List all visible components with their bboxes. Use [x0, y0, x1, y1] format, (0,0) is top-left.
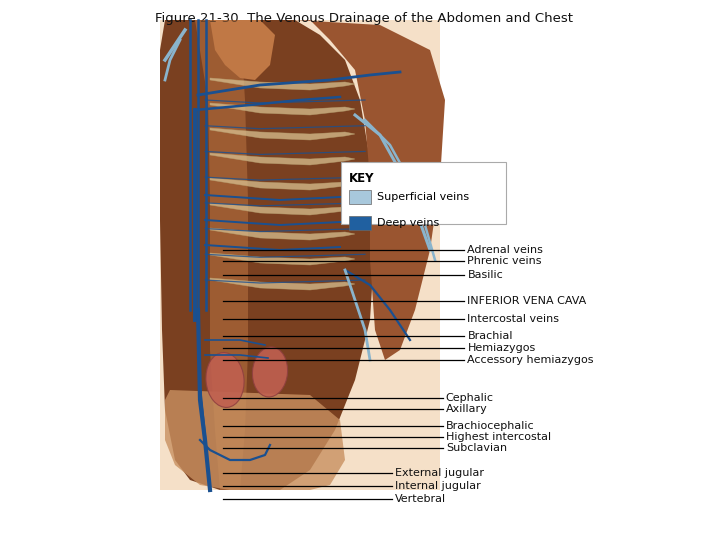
Text: Superficial veins: Superficial veins [377, 192, 469, 202]
Polygon shape [195, 20, 248, 490]
Ellipse shape [253, 347, 287, 397]
Polygon shape [210, 103, 355, 115]
Polygon shape [210, 78, 355, 90]
Polygon shape [210, 203, 355, 215]
Text: Brachial: Brachial [467, 332, 513, 341]
Text: Vertebral: Vertebral [395, 494, 446, 504]
Text: Axillary: Axillary [446, 404, 487, 414]
Polygon shape [210, 153, 355, 165]
Text: Adrenal veins: Adrenal veins [467, 245, 544, 255]
Polygon shape [160, 20, 375, 490]
Polygon shape [210, 278, 355, 290]
Polygon shape [295, 20, 445, 360]
Polygon shape [210, 178, 355, 190]
FancyBboxPatch shape [348, 216, 371, 230]
Text: Figure 21-30  The Venous Drainage of the Abdomen and Chest: Figure 21-30 The Venous Drainage of the … [155, 12, 573, 25]
Text: Subclavian: Subclavian [446, 443, 507, 453]
Polygon shape [210, 128, 355, 140]
FancyBboxPatch shape [160, 20, 440, 490]
Text: External jugular: External jugular [395, 468, 485, 478]
Text: Basilic: Basilic [467, 271, 503, 280]
Text: Intercostal veins: Intercostal veins [467, 314, 559, 323]
Text: INFERIOR VENA CAVA: INFERIOR VENA CAVA [467, 296, 587, 306]
Ellipse shape [206, 353, 244, 408]
Text: KEY: KEY [348, 172, 374, 185]
Text: Deep veins: Deep veins [377, 218, 438, 228]
Polygon shape [210, 253, 355, 265]
FancyBboxPatch shape [348, 190, 371, 204]
FancyBboxPatch shape [341, 162, 506, 224]
Text: Brachiocephalic: Brachiocephalic [446, 421, 534, 430]
Text: Accessory hemiazygos: Accessory hemiazygos [467, 355, 594, 365]
Text: Cephalic: Cephalic [446, 393, 494, 403]
Polygon shape [210, 20, 275, 80]
Text: Phrenic veins: Phrenic veins [467, 256, 542, 266]
Text: Internal jugular: Internal jugular [395, 481, 481, 491]
Text: Hemiazygos: Hemiazygos [467, 343, 536, 353]
Text: Highest intercostal: Highest intercostal [446, 433, 551, 442]
Polygon shape [210, 228, 355, 240]
Polygon shape [165, 390, 345, 490]
